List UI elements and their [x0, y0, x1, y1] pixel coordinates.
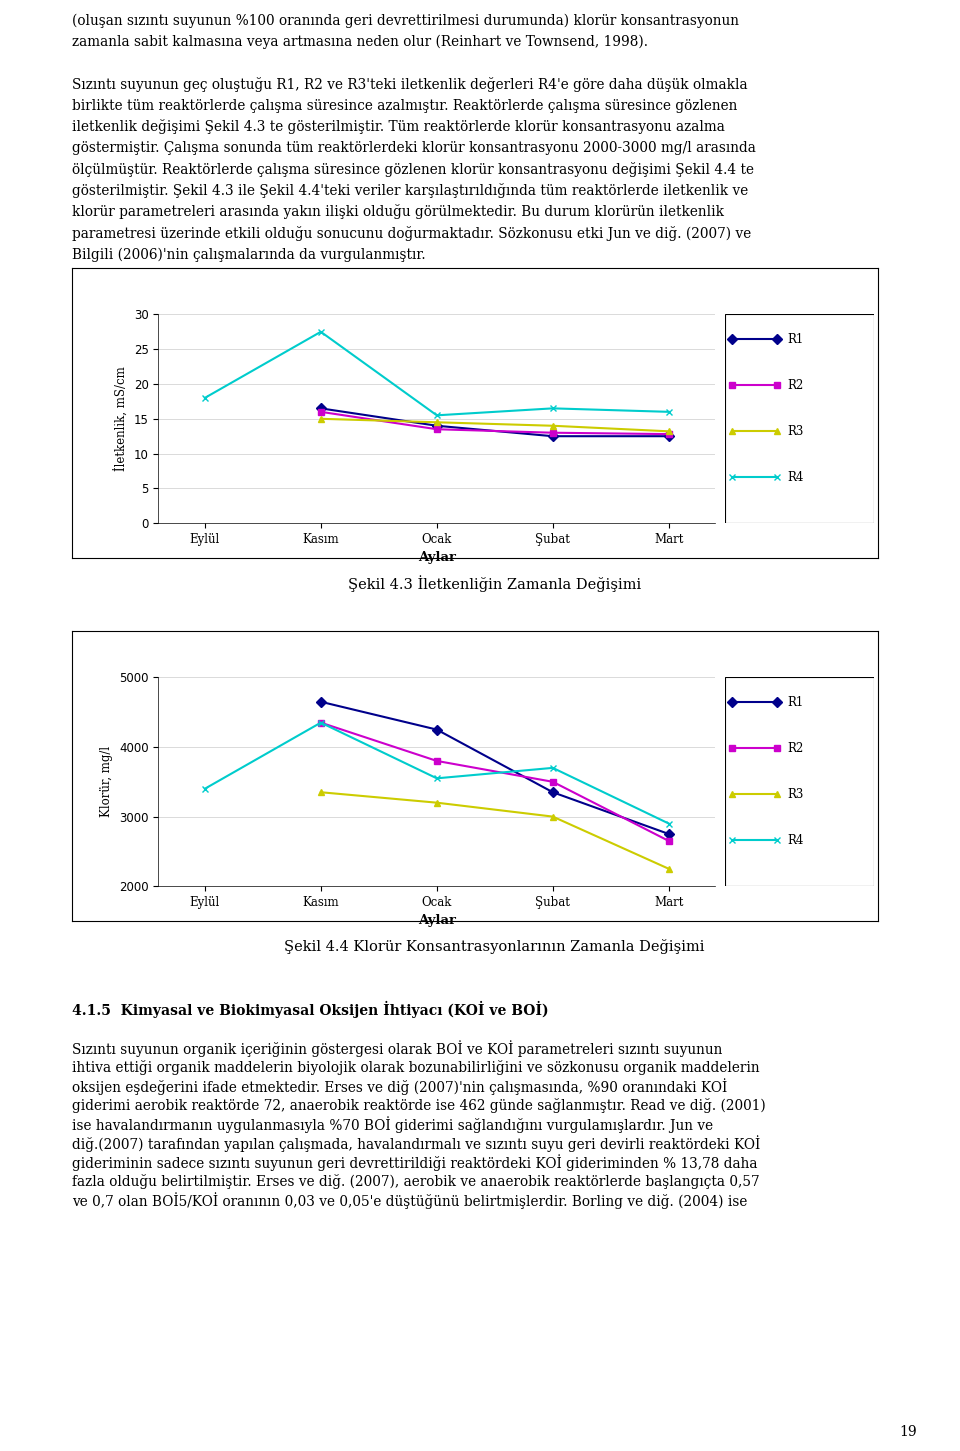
Text: giderimi aerobik reaktörde 72, anaerobik reaktörde ise 462 günde sağlanmıştır. R: giderimi aerobik reaktörde 72, anaerobik… [72, 1098, 766, 1113]
Text: Şekil 4.4 Klorür Konsantrasyonlarının Zamanla Değişimi: Şekil 4.4 Klorür Konsantrasyonlarının Za… [284, 939, 705, 953]
Text: ihtiva ettiği organik maddelerin biyolojik olarak bozunabilirliğini ve sözkonusu: ihtiva ettiği organik maddelerin biyoloj… [72, 1061, 759, 1075]
Text: fazla olduğu belirtilmiştir. Erses ve diğ. (2007), aerobik ve anaerobik reaktörl: fazla olduğu belirtilmiştir. Erses ve di… [72, 1174, 759, 1188]
Text: 4.1.5  Kimyasal ve Biokimyasal Oksijen İhtiyacı (KOİ ve BOİ): 4.1.5 Kimyasal ve Biokimyasal Oksijen İh… [72, 1000, 548, 1017]
Y-axis label: İletkenlik, mS/cm: İletkenlik, mS/cm [114, 367, 129, 472]
Text: 19: 19 [900, 1425, 917, 1439]
X-axis label: Aylar: Aylar [418, 551, 456, 564]
Text: R3: R3 [787, 788, 804, 801]
Text: birlikte tüm reaktörlerde çalışma süresince azalmıştır. Reaktörlerde çalışma sür: birlikte tüm reaktörlerde çalışma süresi… [72, 99, 737, 113]
Text: Şekil 4.3 İletkenliğin Zamanla Değişimi: Şekil 4.3 İletkenliğin Zamanla Değişimi [348, 575, 641, 592]
Text: göstermiştir. Çalışma sonunda tüm reaktörlerdeki klorür konsantrasyonu 2000-3000: göstermiştir. Çalışma sonunda tüm reaktö… [72, 141, 756, 155]
Text: zamanla sabit kalmasına veya artmasına neden olur (Reinhart ve Townsend, 1998).: zamanla sabit kalmasına veya artmasına n… [72, 35, 648, 49]
Text: R4: R4 [787, 470, 804, 483]
Text: R3: R3 [787, 425, 804, 438]
Text: ise havalandırmanın uygulanmasıyla %70 BOİ giderimi sağlandığını vurgulamışlardı: ise havalandırmanın uygulanmasıyla %70 B… [72, 1116, 713, 1133]
Y-axis label: Klorür, mg/l: Klorür, mg/l [101, 746, 113, 817]
Text: ölçülmüştür. Reaktörlerde çalışma süresince gözlenen klorür konsantrasyonu değiş: ölçülmüştür. Reaktörlerde çalışma süresi… [72, 163, 754, 177]
Text: klorür parametreleri arasında yakın ilişki olduğu görülmektedir. Bu durum klorür: klorür parametreleri arasında yakın iliş… [72, 205, 724, 219]
Text: R4: R4 [787, 834, 804, 847]
Text: Sızıntı suyunun geç oluştuğu R1, R2 ve R3'teki iletkenlik değerleri R4'e göre da: Sızıntı suyunun geç oluştuğu R1, R2 ve R… [72, 77, 748, 91]
Text: gösterilmiştir. Şekil 4.3 ile Şekil 4.4'teki veriler karşılaştırıldığında tüm re: gösterilmiştir. Şekil 4.3 ile Şekil 4.4'… [72, 183, 748, 199]
X-axis label: Aylar: Aylar [418, 914, 456, 927]
Text: R2: R2 [787, 741, 804, 755]
Text: gideriminin sadece sızıntı suyunun geri devrettirildiği reaktördeki KOİ giderimi: gideriminin sadece sızıntı suyunun geri … [72, 1154, 757, 1171]
Text: Sızıntı suyunun organik içeriğinin göstergesi olarak BOİ ve KOİ parametreleri sı: Sızıntı suyunun organik içeriğinin göste… [72, 1040, 722, 1056]
Text: diğ.(2007) tarafından yapılan çalışmada, havalandırmalı ve sızıntı suyu geri dev: diğ.(2007) tarafından yapılan çalışmada,… [72, 1135, 760, 1152]
Text: R1: R1 [787, 332, 804, 345]
Text: (oluşan sızıntı suyunun %100 oranında geri devrettirilmesi durumunda) klorür kon: (oluşan sızıntı suyunun %100 oranında ge… [72, 13, 739, 28]
Text: ve 0,7 olan BOİ5/KOİ oranının 0,03 ve 0,05'e düştüğünü belirtmişlerdir. Borling : ve 0,7 olan BOİ5/KOİ oranının 0,03 ve 0,… [72, 1193, 748, 1209]
Text: R1: R1 [787, 696, 804, 710]
FancyBboxPatch shape [725, 678, 874, 887]
FancyBboxPatch shape [725, 315, 874, 524]
Text: R2: R2 [787, 379, 804, 392]
Text: Bilgili (2006)'nin çalışmalarında da vurgulanmıştır.: Bilgili (2006)'nin çalışmalarında da vur… [72, 247, 425, 261]
Text: parametresi üzerinde etkili olduğu sonucunu doğurmaktadır. Sözkonusu etki Jun ve: parametresi üzerinde etkili olduğu sonuc… [72, 225, 752, 241]
Text: iletkenlik değişimi Şekil 4.3 te gösterilmiştir. Tüm reaktörlerde klorür konsant: iletkenlik değişimi Şekil 4.3 te gösteri… [72, 119, 725, 135]
Text: oksijen eşdeğerini ifade etmektedir. Erses ve diğ (2007)'nin çalışmasında, %90 o: oksijen eşdeğerini ifade etmektedir. Ers… [72, 1078, 728, 1096]
